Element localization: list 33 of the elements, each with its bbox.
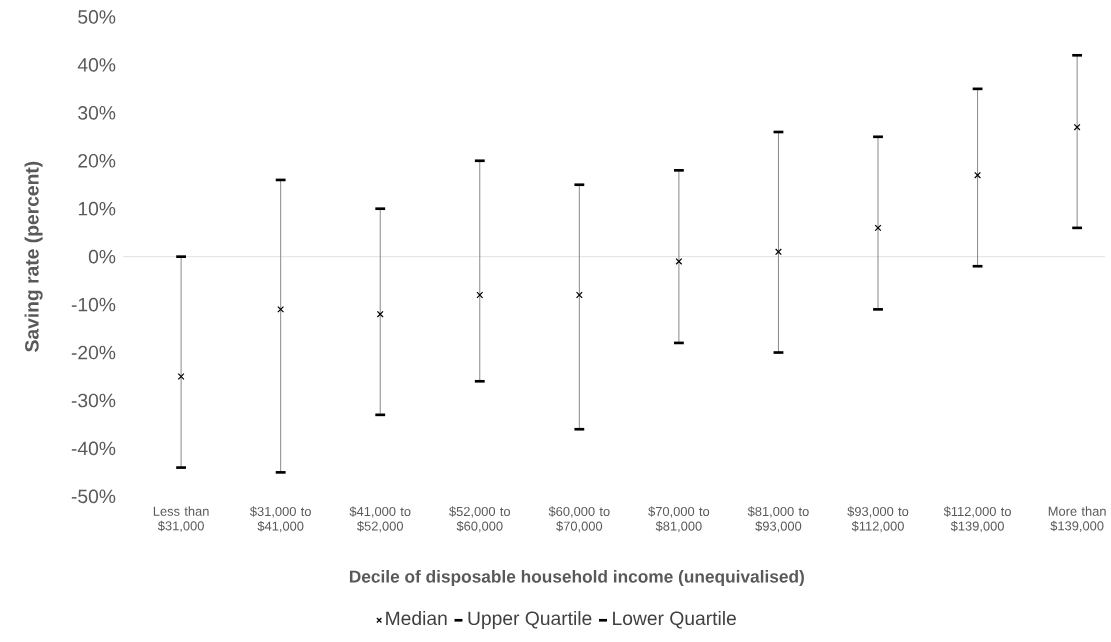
x-tick-label: $60,000 to $70,000	[548, 506, 610, 533]
y-tick-label: 50%	[78, 10, 116, 24]
x-tick-label: $31,000 to $41,000	[249, 506, 311, 533]
y-tick-label: -10%	[71, 297, 116, 312]
x-tick-label: $81,000 to $93,000	[747, 506, 809, 533]
x-tick-label: $112,000 to $139,000	[943, 506, 1011, 533]
point	[675, 258, 683, 265]
x-tick-label: More than $139,000	[1048, 506, 1106, 533]
point	[575, 291, 583, 299]
x-tick-label: Less than $31,000	[153, 506, 209, 533]
y-tick-label: -20%	[71, 345, 116, 360]
point	[974, 171, 981, 179]
y-tick-label: 40%	[77, 58, 116, 72]
y-tick-label: -40%	[71, 441, 116, 456]
y-tick-label: -30%	[71, 393, 116, 408]
x-tick-label: $41,000 to $52,000	[349, 506, 411, 533]
y-tick-label: 30%	[78, 106, 116, 120]
y-tick-label: 10%	[78, 201, 116, 216]
text: Upper Quartile	[468, 611, 592, 629]
y-tick-label: 0%	[88, 249, 116, 264]
text: Lower Quartile	[613, 611, 736, 629]
point	[775, 248, 782, 256]
point	[476, 291, 484, 299]
y-tick-label: -50%	[71, 489, 116, 504]
x-axis-title: Decile of disposable household income (unequivalised)	[349, 570, 804, 587]
x-tick-label: $93,000 to $112,000	[847, 506, 909, 533]
point	[874, 224, 882, 232]
y-tick-label: 20%	[78, 154, 116, 168]
point	[177, 373, 185, 380]
y-axis-title: Saving rate (percent)	[24, 161, 43, 352]
x-tick-label: $52,000 to $60,000	[449, 506, 511, 533]
x-tick-label: $70,000 to $81,000	[648, 506, 710, 533]
legend-label: Median	[386, 611, 447, 626]
